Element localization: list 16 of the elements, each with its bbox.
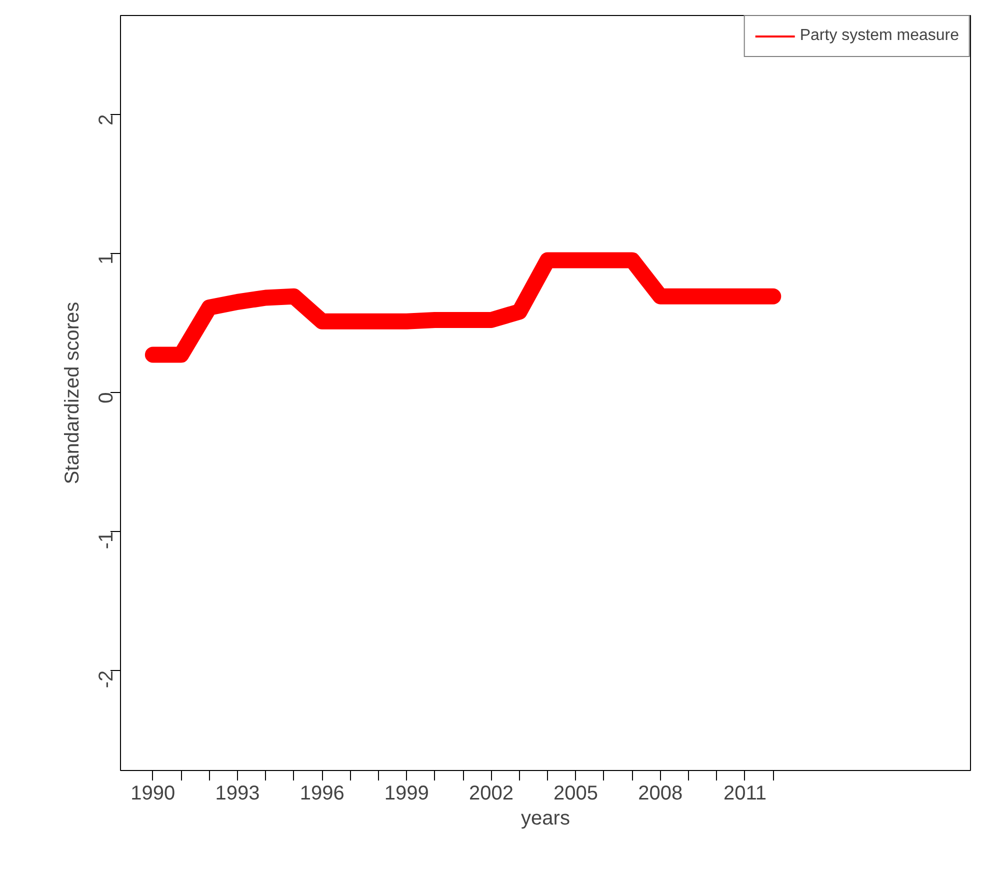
x-tick-label: 1999	[384, 782, 429, 804]
y-tick-label: -2	[96, 670, 118, 688]
y-axis-title: Standardized scores	[62, 302, 84, 484]
x-tick-label: 2005	[554, 782, 598, 804]
y-tick-label: 0	[96, 392, 118, 404]
legend-label: Party system measure	[800, 27, 959, 45]
y-tick-label: 2	[96, 114, 118, 126]
y-tick-label: 1	[96, 253, 118, 264]
x-tick-label: 2008	[638, 782, 683, 804]
x-tick-label: 2011	[723, 782, 766, 804]
x-axis-title: years	[521, 808, 570, 830]
x-tick-label: 1993	[215, 782, 260, 804]
y-tick-label: -1	[96, 531, 118, 550]
x-tick-label: 2002	[468, 782, 514, 804]
x-tick-label: 1990	[130, 782, 176, 804]
x-tick-label: 1996	[300, 782, 344, 804]
